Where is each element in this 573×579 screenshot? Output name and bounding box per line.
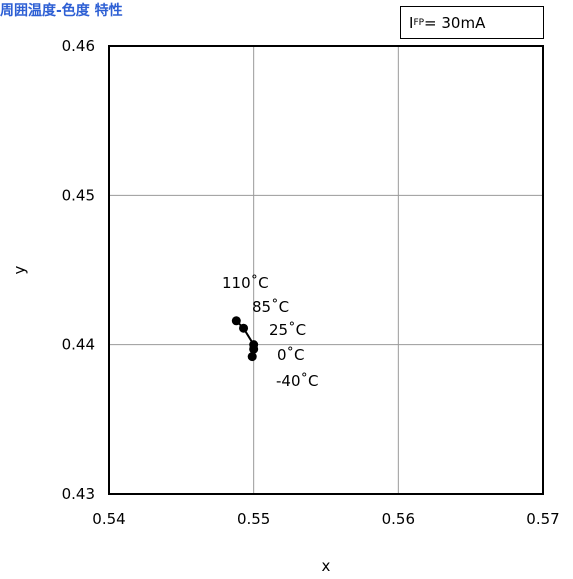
data-point <box>239 323 249 333</box>
y-tick-label: 0.45 <box>62 186 95 204</box>
data-point <box>249 344 259 354</box>
temperature-label: 85˚C <box>252 298 289 316</box>
data-point <box>247 352 257 362</box>
temperature-label: 25˚C <box>269 321 306 339</box>
x-axis-label: x <box>322 557 331 575</box>
x-tick-label: 0.54 <box>92 510 125 528</box>
temperature-label: 0˚C <box>277 346 305 364</box>
tick-layer: 0.54 0.55 0.56 0.57 0.43 0.44 0.45 0.46 <box>62 37 560 528</box>
x-tick-label: 0.55 <box>237 510 270 528</box>
condition-value: = 30mA <box>424 13 486 32</box>
condition-box: I FP = 30mA <box>400 6 544 39</box>
y-tick-label: 0.46 <box>62 37 95 55</box>
y-tick-label: 0.43 <box>62 485 95 503</box>
chart-title: 周囲温度-色度 特性 <box>0 3 123 19</box>
y-axis-label: y <box>11 265 29 274</box>
x-tick-label: 0.57 <box>526 510 559 528</box>
temperature-label: 110˚C <box>222 274 269 292</box>
grid-layer <box>109 46 543 494</box>
annotation-layer: 110˚C 85˚C 25˚C 0˚C -40˚C <box>222 274 318 390</box>
plot-frame <box>108 45 544 495</box>
x-tick-label: 0.56 <box>382 510 415 528</box>
y-tick-label: 0.44 <box>62 336 95 354</box>
series-layer <box>231 316 259 362</box>
condition-subscript: FP <box>413 17 425 28</box>
temperature-label: -40˚C <box>276 372 318 390</box>
data-point <box>231 316 241 326</box>
condition-symbol: I <box>409 13 414 32</box>
